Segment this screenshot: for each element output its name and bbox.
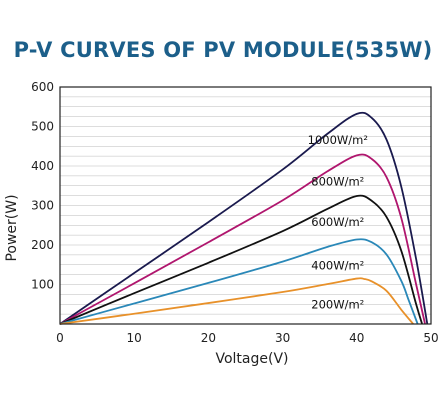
grid-lines (60, 86, 431, 325)
plot-frame (59, 86, 432, 325)
series-labels: 1000W/m² 800W/m² 600W/m² 400W/m² 200W/m² (308, 133, 368, 312)
y-axis-title: Power(W) (4, 194, 20, 261)
series-label: 800W/m² (311, 174, 364, 188)
series-line-0 (59, 111, 429, 325)
y-tick-label: 200 (31, 238, 54, 252)
y-tick-label: 600 (31, 80, 54, 94)
x-tick-label: 20 (201, 331, 216, 345)
series-line-1 (59, 153, 426, 325)
x-tick-label: 40 (349, 331, 364, 345)
y-tick-label: 500 (31, 120, 54, 134)
series-line-4 (59, 277, 414, 325)
series-label: 1000W/m² (308, 133, 368, 147)
x-axis-title: Voltage(V) (215, 351, 288, 367)
x-tick-label: 10 (127, 331, 142, 345)
y-tick-label: 300 (31, 199, 54, 213)
y-tick-label: 100 (31, 278, 54, 292)
x-tick-label: 50 (423, 331, 438, 345)
series-lines (59, 111, 429, 325)
y-tick-label: 400 (31, 159, 54, 173)
series-line-2 (59, 194, 423, 325)
tick-labels: 0 10 20 30 40 50 100 200 300 400 500 600 (31, 80, 439, 345)
x-tick-label: 0 (56, 331, 64, 345)
series-label: 600W/m² (311, 215, 364, 229)
series-label: 400W/m² (311, 258, 364, 272)
axes (59, 86, 432, 325)
series-label: 200W/m² (311, 298, 364, 312)
series-line-3 (59, 238, 419, 325)
x-tick-label: 30 (275, 331, 290, 345)
chart-title: P-V CURVES OF PV MODULE(535W) (13, 38, 433, 62)
